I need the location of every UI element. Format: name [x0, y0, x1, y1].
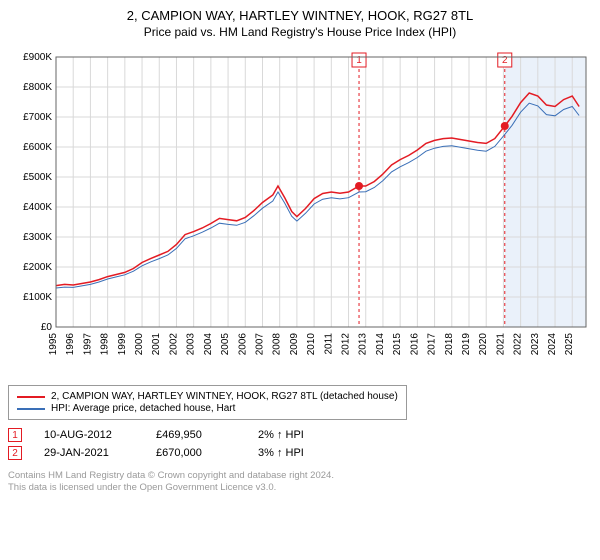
svg-text:£600K: £600K: [23, 142, 52, 153]
svg-text:2010: 2010: [306, 333, 317, 356]
price-chart-svg: £0 £100K £200K £300K £400K £500K £600K £700K £80…: [8, 47, 592, 377]
legend-swatch-blue: [17, 408, 45, 410]
sale-marker-2: 2: [8, 446, 22, 460]
svg-text:2001: 2001: [151, 333, 162, 356]
svg-text:1996: 1996: [65, 333, 76, 356]
svg-text:2016: 2016: [409, 333, 420, 356]
svg-text:2017: 2017: [427, 333, 438, 356]
svg-text:£900K: £900K: [23, 52, 52, 63]
sale-price: £469,950: [156, 429, 236, 441]
table-row: 1 10-AUG-2012 £469,950 2% ↑ HPI: [8, 428, 592, 442]
svg-text:£700K: £700K: [23, 112, 52, 123]
legend-item: 2, CAMPION WAY, HARTLEY WINTNEY, HOOK, R…: [17, 391, 398, 402]
svg-text:2012: 2012: [341, 333, 352, 356]
svg-text:2023: 2023: [530, 333, 541, 356]
svg-text:2006: 2006: [237, 333, 248, 356]
sale-hpi: 2% ↑ HPI: [258, 429, 338, 441]
sale-date: 29-JAN-2021: [44, 447, 134, 459]
svg-text:2015: 2015: [392, 333, 403, 356]
chart-title: 2, CAMPION WAY, HARTLEY WINTNEY, HOOK, R…: [8, 8, 592, 23]
svg-text:£800K: £800K: [23, 82, 52, 93]
svg-text:2025: 2025: [564, 333, 575, 356]
svg-text:2003: 2003: [186, 333, 197, 356]
sales-table: 1 10-AUG-2012 £469,950 2% ↑ HPI 2 29-JAN…: [8, 428, 592, 460]
svg-text:£300K: £300K: [23, 232, 52, 243]
svg-text:2004: 2004: [203, 333, 214, 356]
sale-marker-1: 1: [8, 428, 22, 442]
sale-price: £670,000: [156, 447, 236, 459]
svg-text:2022: 2022: [513, 333, 524, 356]
legend-item: HPI: Average price, detached house, Hart: [17, 403, 398, 414]
svg-text:1997: 1997: [82, 333, 93, 356]
sale-date: 10-AUG-2012: [44, 429, 134, 441]
svg-text:2020: 2020: [478, 333, 489, 356]
svg-text:2002: 2002: [168, 333, 179, 356]
svg-text:1999: 1999: [117, 333, 128, 356]
svg-text:2009: 2009: [289, 333, 300, 356]
svg-text:1998: 1998: [100, 333, 111, 356]
chart-area: £0 £100K £200K £300K £400K £500K £600K £700K £80…: [8, 47, 592, 377]
svg-text:2013: 2013: [358, 333, 369, 356]
svg-text:2007: 2007: [254, 333, 265, 356]
legend-label: HPI: Average price, detached house, Hart: [51, 403, 235, 414]
legend: 2, CAMPION WAY, HARTLEY WINTNEY, HOOK, R…: [8, 385, 407, 420]
svg-text:2021: 2021: [495, 333, 506, 356]
svg-text:2018: 2018: [444, 333, 455, 356]
svg-text:2005: 2005: [220, 333, 231, 356]
footer-line: This data is licensed under the Open Gov…: [8, 482, 592, 494]
sale-hpi: 3% ↑ HPI: [258, 447, 338, 459]
svg-text:£200K: £200K: [23, 262, 52, 273]
legend-swatch-red: [17, 396, 45, 398]
footer-line: Contains HM Land Registry data © Crown c…: [8, 470, 592, 482]
svg-text:£0: £0: [41, 322, 53, 333]
svg-text:2014: 2014: [375, 333, 386, 356]
table-row: 2 29-JAN-2021 £670,000 3% ↑ HPI: [8, 446, 592, 460]
footer: Contains HM Land Registry data © Crown c…: [8, 470, 592, 495]
legend-label: 2, CAMPION WAY, HARTLEY WINTNEY, HOOK, R…: [51, 391, 398, 402]
chart-subtitle: Price paid vs. HM Land Registry's House …: [8, 25, 592, 39]
svg-text:2011: 2011: [323, 333, 334, 355]
svg-text:£500K: £500K: [23, 172, 52, 183]
svg-text:2024: 2024: [547, 333, 558, 356]
svg-text:£400K: £400K: [23, 202, 52, 213]
svg-text:£100K: £100K: [23, 292, 52, 303]
svg-text:1995: 1995: [48, 333, 59, 356]
svg-text:2008: 2008: [272, 333, 283, 356]
svg-text:2019: 2019: [461, 333, 472, 356]
svg-text:2000: 2000: [134, 333, 145, 356]
